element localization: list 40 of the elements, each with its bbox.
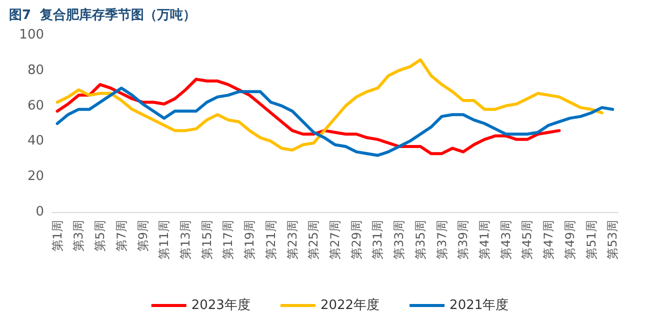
- x-tick-label: 第1周: [50, 220, 64, 252]
- chart-title: 图7 复合肥库存季节图（万吨）: [9, 7, 196, 23]
- line-series: [56, 78, 561, 156]
- x-tick-label: 第51周: [584, 220, 598, 260]
- x-tick-label: 第53周: [606, 220, 620, 260]
- x-tick-label: 第37周: [434, 220, 449, 260]
- legend-label: 2021年度: [450, 297, 509, 313]
- x-tick-label: 第31周: [370, 220, 385, 260]
- x-tick-label: 第19周: [242, 220, 257, 260]
- y-tick-label: 100: [19, 28, 44, 42]
- x-tick-label: 第33周: [392, 220, 406, 260]
- y-tick-label: 0: [36, 204, 44, 220]
- line-series: [56, 86, 614, 157]
- line-series: [56, 58, 604, 152]
- x-tick-label: 第49周: [562, 220, 577, 260]
- legend-label: 2023年度: [191, 297, 250, 313]
- x-tick-label: 第25周: [306, 220, 321, 260]
- y-tick-label: 20: [27, 169, 44, 184]
- x-tick-label: 第45周: [520, 220, 534, 260]
- x-tick-label: 第17周: [221, 220, 236, 260]
- x-tick-label: 第7周: [114, 220, 128, 252]
- x-tick-label: 第15周: [200, 220, 214, 260]
- legend-label: 2022年度: [320, 297, 380, 313]
- y-tick-label: 60: [27, 98, 44, 114]
- x-tick-label: 第5周: [93, 220, 108, 252]
- x-tick-label: 第27周: [328, 220, 342, 260]
- x-tick-label: 第43周: [498, 220, 513, 260]
- x-tick-label: 第21周: [264, 220, 278, 260]
- x-tick-label: 第41周: [478, 220, 492, 260]
- x-tick-label: 第47周: [542, 220, 556, 260]
- x-tick-label: 第11周: [157, 220, 172, 260]
- x-tick-label: 第23周: [285, 220, 300, 260]
- x-tick-label: 第39周: [456, 220, 470, 260]
- x-tick-label: 第3周: [72, 220, 86, 252]
- y-tick-label: 40: [27, 134, 44, 149]
- x-tick-label: 第9周: [136, 220, 150, 252]
- y-tick-label: 80: [27, 62, 44, 78]
- x-tick-label: 第35周: [413, 220, 428, 260]
- x-tick-label: 第13周: [178, 220, 192, 260]
- x-tick-label: 第29周: [349, 220, 364, 260]
